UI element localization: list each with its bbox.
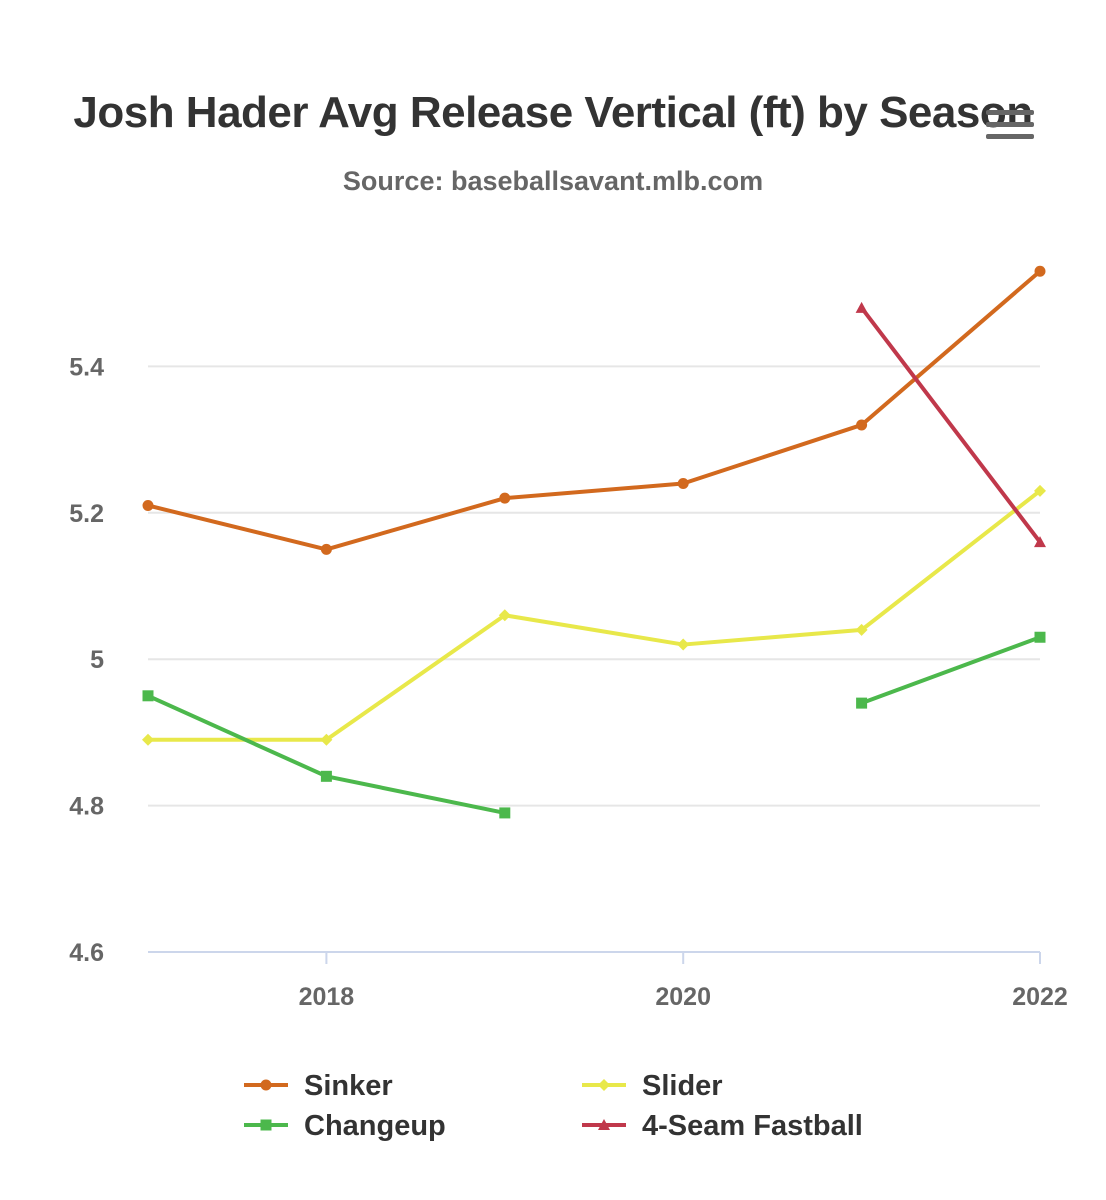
data-point-sinker[interactable] (1034, 265, 1046, 277)
data-point-changeup[interactable] (856, 697, 868, 709)
legend-marker-sinker[interactable] (260, 1079, 272, 1091)
y-tick-label: 5 (90, 646, 104, 674)
data-point-slider[interactable] (142, 733, 154, 746)
y-tick-label: 4.6 (69, 939, 104, 967)
x-tick-label: 2020 (655, 983, 711, 1011)
series-line-changeup (859, 635, 1042, 706)
data-point-slider[interactable] (855, 623, 868, 636)
hamburger-menu-icon[interactable] (986, 104, 1034, 144)
x-tick-label: 2022 (1012, 983, 1068, 1011)
y-tick-label: 5.4 (69, 353, 104, 381)
data-point-sinker[interactable] (142, 499, 154, 511)
legend-label-sinker[interactable]: Sinker (304, 1070, 393, 1102)
data-point-slider[interactable] (677, 638, 690, 651)
data-point-4-seam-fastball[interactable] (1034, 536, 1046, 548)
legend-label-slider[interactable]: Slider (642, 1070, 723, 1102)
data-point-sinker[interactable] (499, 492, 511, 504)
legend-marker-slider[interactable] (598, 1079, 610, 1091)
series-line-4-seam-fastball (859, 305, 1042, 545)
data-point-4-seam-fastball[interactable] (855, 301, 868, 313)
legend-marker-changeup[interactable] (260, 1119, 272, 1131)
legend-label-4-seam-fastball[interactable]: 4-Seam Fastball (642, 1110, 863, 1142)
data-point-changeup[interactable] (142, 690, 154, 702)
data-point-sinker[interactable] (677, 478, 689, 490)
legend-marker-4-seam-fastball[interactable] (598, 1119, 610, 1130)
data-point-changeup[interactable] (1034, 631, 1046, 643)
y-tick-label: 4.8 (69, 793, 104, 821)
legend-label-changeup[interactable]: Changeup (304, 1110, 446, 1142)
series-line-slider (146, 488, 1042, 742)
chart-subtitle: Source: baseballsavant.mlb.com (342, 166, 764, 196)
y-tick-label: 5.2 (69, 500, 104, 528)
series-line-changeup (146, 693, 507, 815)
data-point-changeup[interactable] (320, 770, 332, 782)
data-point-slider[interactable] (498, 609, 511, 622)
series-line-sinker (146, 269, 1042, 552)
data-point-sinker[interactable] (320, 543, 332, 555)
data-point-changeup[interactable] (499, 807, 511, 819)
data-point-sinker[interactable] (856, 419, 868, 431)
x-tick-label: 2018 (299, 983, 355, 1011)
data-point-slider[interactable] (1034, 484, 1046, 497)
data-point-slider[interactable] (320, 733, 333, 746)
chart-title: Josh Hader Avg Release Vertical (ft) by … (73, 88, 1033, 137)
